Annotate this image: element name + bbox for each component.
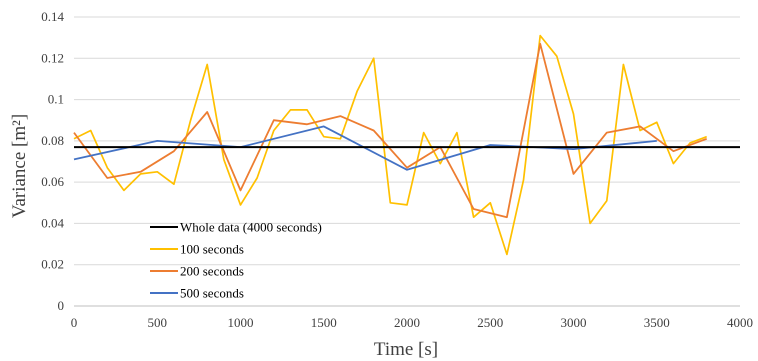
x-tick-label: 2000 [394, 315, 420, 330]
legend-label: 500 seconds [180, 286, 244, 301]
y-tick-label: 0.12 [41, 50, 64, 65]
x-tick-label: 1500 [311, 315, 337, 330]
y-tick-label: 0.02 [41, 257, 64, 272]
x-tick-label: 3000 [561, 315, 587, 330]
x-tick-label: 3500 [644, 315, 670, 330]
y-tick-label: 0.1 [48, 92, 64, 107]
y-tick-label: 0.08 [41, 133, 64, 148]
y-axis-title: Variance [m²] [9, 114, 30, 218]
legend-label: Whole data (4000 seconds) [180, 220, 322, 235]
x-tick-label: 500 [148, 315, 168, 330]
series-line [73, 34, 707, 256]
y-tick-label: 0 [58, 298, 65, 313]
legend-label: 100 seconds [180, 242, 244, 257]
x-axis-title: Time [s] [374, 339, 438, 360]
series-line [73, 42, 708, 219]
series-lines [73, 34, 740, 256]
y-tick-label: 0.06 [41, 174, 64, 189]
gridlines [74, 16, 740, 307]
y-tick-label: 0.14 [41, 9, 64, 24]
legend-label: 200 seconds [180, 264, 244, 279]
legend: Whole data (4000 seconds) 100 seconds 200 … [150, 220, 322, 301]
x-tick-label: 4000 [727, 315, 753, 330]
x-tick-label: 1000 [228, 315, 254, 330]
tick-labels: 0 0.02 0.04 0.06 0.08 0.1 0.12 0.14 0 500 1000 1500… [41, 9, 753, 330]
x-tick-label: 2500 [477, 315, 503, 330]
x-tick-label: 0 [71, 315, 78, 330]
y-tick-label: 0.04 [41, 215, 64, 230]
